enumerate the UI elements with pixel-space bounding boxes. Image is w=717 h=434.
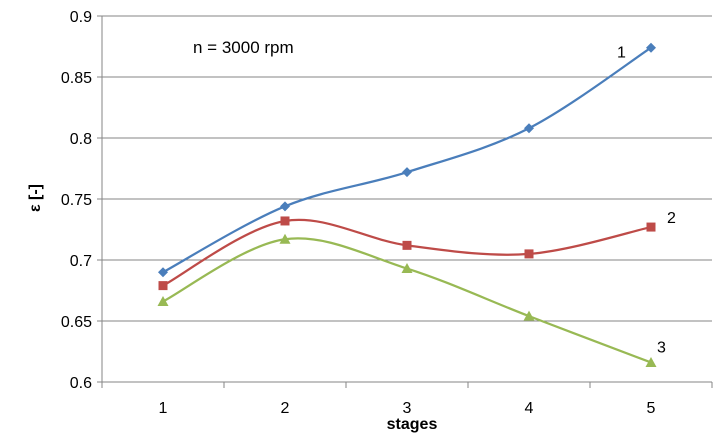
data-point (524, 123, 534, 134)
data-point (646, 222, 656, 232)
series-3: 3 (157, 233, 666, 367)
data-point (158, 281, 168, 291)
series-line (162, 237, 652, 364)
series-2: 2 (158, 210, 676, 291)
series-label: 2 (667, 210, 676, 227)
x-tick-label: 1 (159, 400, 168, 417)
y-axis-title: ε [-] (27, 184, 44, 212)
data-point (157, 295, 169, 306)
data-point (280, 201, 290, 212)
data-point (279, 233, 291, 244)
data-point (401, 263, 413, 274)
data-point (645, 356, 657, 367)
series-label: 1 (617, 45, 626, 62)
x-tick-label: 2 (281, 400, 290, 417)
data-point (646, 42, 656, 53)
y-axis-ticks: 0.6 0.65 0.7 0.75 0.8 0.85 0.9 (61, 9, 102, 392)
y-tick-label: 0.85 (61, 70, 92, 87)
y-tick-label: 0.6 (70, 375, 92, 392)
x-tick-label: 3 (403, 400, 412, 417)
series-1: 1 (158, 42, 656, 278)
x-tick-label: 4 (525, 400, 534, 417)
data-point (402, 167, 412, 178)
y-tick-label: 0.75 (61, 192, 92, 209)
speed-annotation: n = 3000 rpm (193, 38, 294, 57)
data-point (402, 240, 412, 250)
data-point (280, 216, 290, 226)
data-point (158, 267, 168, 278)
x-axis-ticks: 1 2 3 4 5 (101, 382, 713, 417)
data-point (523, 310, 535, 321)
series-line (162, 46, 652, 274)
y-tick-label: 0.7 (70, 253, 92, 270)
data-point (524, 249, 534, 259)
y-tick-label: 0.9 (70, 9, 92, 26)
y-tick-label: 0.8 (70, 131, 92, 148)
y-tick-label: 0.65 (61, 314, 92, 331)
x-tick-label: 5 (647, 400, 656, 417)
x-axis-title: stages (387, 416, 438, 433)
series-label: 3 (657, 339, 666, 356)
series-group: 1 2 3 (157, 42, 676, 367)
